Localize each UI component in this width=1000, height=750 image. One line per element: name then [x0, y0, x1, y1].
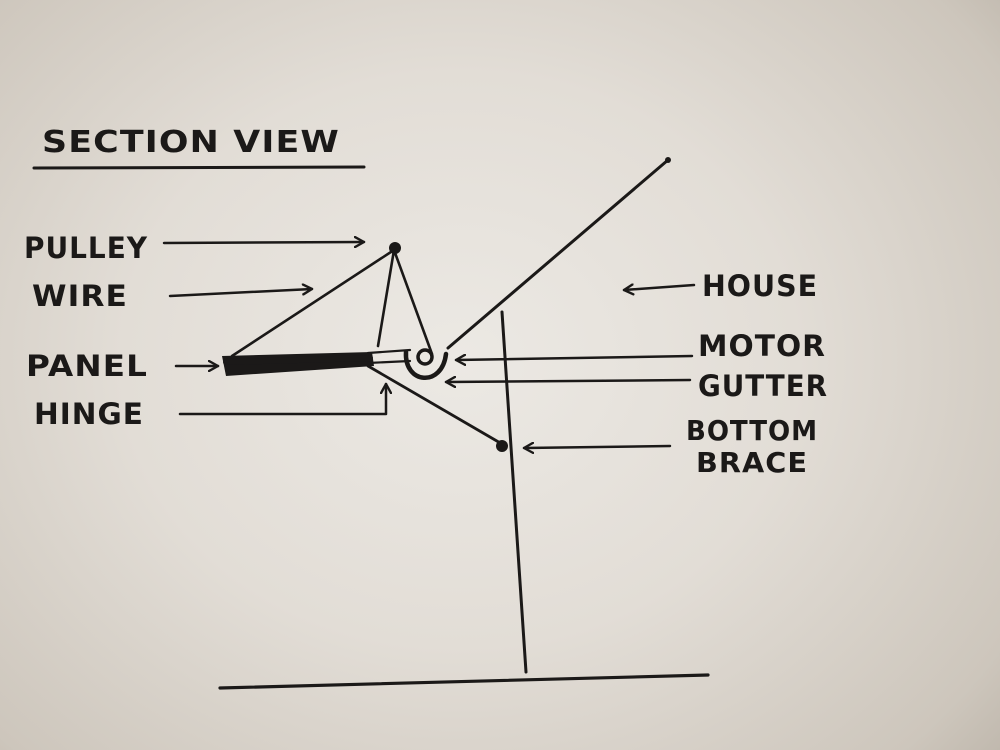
- hinge-connector-bottom: [366, 359, 412, 365]
- bottom-brace-joint: [496, 440, 508, 452]
- house-wall: [500, 310, 528, 674]
- label-house: HOUSE: [702, 269, 818, 303]
- label-panel: PANEL: [26, 349, 148, 383]
- label-bottom-brace-line1: BOTTOM: [686, 414, 818, 447]
- label-motor: MOTOR: [698, 329, 826, 363]
- pulley-arrow: [162, 242, 366, 243]
- ground-line: [218, 673, 710, 690]
- gutter-shape: [403, 349, 449, 380]
- wire-arrow: [168, 289, 314, 298]
- gutter-arrow: [444, 380, 692, 382]
- label-pulley: PULLEY: [24, 231, 148, 265]
- diagram-title: SECTION VIEW: [42, 125, 340, 160]
- bottom-brace-line: [366, 364, 504, 446]
- roof-line: [446, 158, 670, 350]
- label-hinge: HINGE: [34, 397, 144, 431]
- pulley-icon: [389, 242, 401, 254]
- pulley-strut-left: [376, 248, 396, 348]
- motor-arrow: [454, 356, 694, 360]
- motor-icon: [416, 348, 434, 366]
- hinge-connector-top: [366, 348, 412, 355]
- label-gutter: GUTTER: [698, 369, 828, 403]
- wire-line: [230, 248, 396, 358]
- label-bottom-brace-line2: BRACE: [696, 446, 808, 479]
- panel-edge: [223, 355, 373, 365]
- title-underline: [32, 165, 366, 170]
- label-wire: WIRE: [32, 279, 128, 313]
- hinge-arrow: [178, 382, 386, 416]
- roof-line-end: [665, 157, 671, 163]
- bottom-brace-arrow: [522, 446, 672, 448]
- house-arrow: [622, 285, 696, 290]
- pulley-strut-right: [392, 248, 434, 356]
